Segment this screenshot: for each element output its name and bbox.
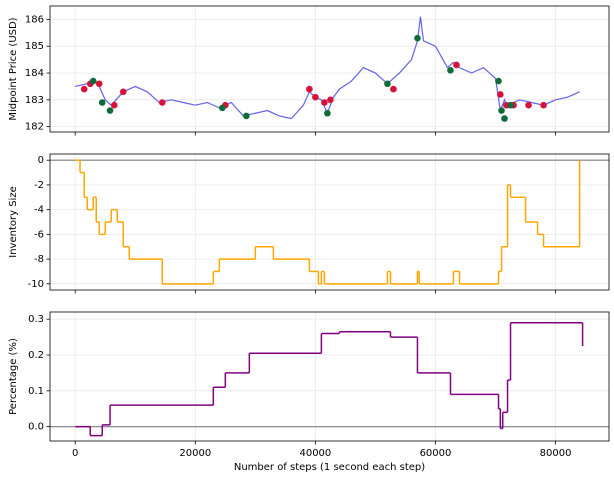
trade-point: [525, 101, 532, 109]
y-tick-label: 186: [25, 14, 44, 25]
trade-point: [110, 101, 118, 109]
x-tick-label: 20000: [179, 448, 211, 459]
trade-point: [321, 99, 328, 106]
y-tick-label: 183: [25, 95, 44, 106]
trade-point: [453, 61, 460, 69]
y-tick-label: 0.0: [28, 422, 44, 433]
x-tick-label: 80000: [540, 448, 572, 459]
y-tick-label: -8: [34, 254, 44, 265]
y-tick-label: 0.3: [28, 314, 44, 325]
trade-point: [324, 109, 331, 117]
trade-point: [507, 101, 514, 109]
trade-point: [119, 88, 127, 96]
trade-point: [312, 93, 319, 101]
y-tick-label: -6: [34, 229, 44, 240]
trade-point: [414, 34, 421, 42]
x-tick-label: 40000: [299, 448, 331, 459]
plot-frame: [49, 5, 610, 133]
y-axis-label: Percentage (%): [8, 338, 19, 415]
trade-point: [501, 115, 508, 122]
trade-point: [98, 99, 106, 106]
trade-point: [327, 96, 334, 104]
trade-point: [447, 67, 454, 74]
plot-frame: [49, 153, 610, 291]
trade-point: [540, 101, 547, 109]
y-tick-label: 0.1: [28, 386, 44, 397]
trade-point: [95, 80, 103, 88]
trade-point: [158, 99, 166, 106]
y-axis-label: Midpoint Price (USD): [8, 17, 19, 120]
trade-point: [80, 85, 88, 93]
trade-point: [390, 85, 397, 93]
y-tick-label: 182: [25, 122, 44, 133]
plot-frame: [49, 311, 610, 442]
y-tick-label: 184: [25, 68, 44, 79]
y-tick-label: 0.2: [28, 350, 44, 361]
y-axis-label: Inventory Size: [8, 186, 19, 257]
y-tick-label: 0: [38, 155, 44, 166]
x-axis-label: Number of steps (1 second each step): [234, 462, 425, 473]
y-tick-label: -10: [28, 279, 44, 290]
trade-point: [243, 112, 250, 120]
x-tick-label: 0: [72, 448, 78, 459]
trade-point: [497, 91, 504, 98]
trade-point: [384, 80, 391, 88]
y-tick-label: -2: [34, 180, 44, 191]
trade-point: [89, 77, 97, 85]
y-tick-label: 185: [25, 41, 44, 52]
trade-point: [306, 85, 313, 93]
trade-point: [498, 107, 505, 114]
y-tick-label: -4: [34, 205, 44, 216]
trade-point: [495, 77, 502, 85]
trade-point: [219, 104, 226, 112]
trade-point: [106, 107, 114, 114]
x-tick-label: 60000: [420, 448, 452, 459]
